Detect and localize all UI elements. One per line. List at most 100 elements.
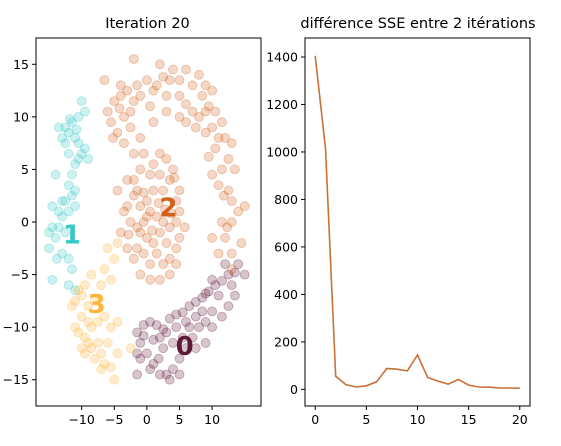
cluster-2-point (145, 206, 156, 217)
cluster-2-point (168, 64, 178, 75)
cluster-2-point (187, 80, 198, 91)
cluster-1-point (47, 201, 58, 212)
cluster-1-point (60, 227, 71, 238)
cluster-0-point (229, 267, 240, 278)
cluster-2-point (166, 208, 177, 219)
cluster-3-point (96, 348, 107, 359)
cluster-3-point (76, 343, 87, 354)
cluster-3-point (102, 337, 113, 348)
cluster-label-0: 0 (176, 332, 194, 362)
cluster-2-point (145, 259, 156, 270)
x-tick-label: 10 (410, 412, 426, 427)
cluster-2-point (122, 201, 133, 212)
cluster-0-point (197, 292, 208, 303)
cluster-1-point (70, 285, 80, 296)
cluster-2-point (181, 64, 191, 75)
cluster-3-point (106, 274, 116, 285)
cluster-2-point (190, 122, 201, 133)
y-tick-label: −15 (3, 372, 29, 387)
cluster-1-point (50, 232, 61, 243)
cluster-2-point (171, 196, 182, 206)
cluster-2-point (223, 153, 234, 164)
cluster-2-point (154, 274, 165, 285)
cluster-0-point (138, 320, 149, 330)
cluster-0-point (181, 343, 191, 354)
y-tick-label: 400 (274, 287, 298, 302)
cluster-3-point (83, 301, 94, 312)
cluster-2-point (148, 85, 159, 96)
cluster-1-point (57, 211, 67, 222)
cluster-3-point (93, 337, 103, 348)
cluster-3-point (106, 322, 116, 333)
cluster-2-point (239, 201, 250, 212)
cluster-3-point (86, 269, 97, 280)
cluster-2-point (207, 169, 218, 180)
cluster-2-point (112, 127, 123, 138)
cluster-2-point (147, 225, 158, 236)
cluster-1-point (63, 206, 74, 217)
cluster-1-point (50, 169, 61, 180)
cluster-0-point (216, 275, 227, 286)
cluster-1-point (44, 227, 54, 238)
y-tick-label: 800 (274, 192, 298, 207)
cluster-2-point (135, 90, 146, 101)
cluster-2-point (171, 217, 182, 227)
y-tick-label: 0 (21, 215, 29, 230)
y-tick-label: 10 (13, 109, 29, 124)
cluster-2-point (99, 75, 110, 85)
cluster-0-point (184, 301, 195, 312)
cluster-0-point (141, 348, 152, 359)
x-tick-label: 5 (362, 412, 370, 427)
cluster-2-point (151, 248, 162, 259)
cluster-0-point (153, 353, 164, 364)
cluster-0-point (164, 313, 175, 324)
cluster-2-point (194, 112, 204, 122)
cluster-0-point (207, 274, 218, 285)
cluster-2-point (194, 69, 204, 80)
cluster-2-point (164, 174, 175, 185)
sse-series-line (314, 55, 520, 389)
cluster-0-point (151, 320, 162, 330)
cluster-0-point (174, 353, 185, 364)
cluster-0-point (207, 322, 218, 333)
cluster-2-point (222, 222, 233, 233)
cluster-1-point (63, 280, 74, 291)
cluster-0-point (200, 337, 211, 348)
sse-x-ticks: 0 5 10 15 20 (311, 406, 528, 427)
cluster-2-point (169, 172, 180, 183)
cluster-2-point (125, 122, 136, 133)
cluster-2-point (218, 190, 229, 201)
cluster-2-point (128, 96, 139, 106)
cluster-1-point (53, 206, 64, 217)
cluster-2-point (223, 185, 234, 196)
cluster-1-point (73, 112, 84, 122)
cluster-2-point (114, 103, 125, 114)
cluster-0-point (132, 369, 143, 380)
cluster-0-point (174, 369, 185, 380)
cluster-2-point (171, 259, 182, 270)
cluster-2-point (207, 232, 218, 243)
scatter-y-ticks: −15 −10 −5 0 5 10 15 (3, 57, 36, 387)
cluster-1-point (70, 159, 80, 170)
cluster-3-point (70, 322, 80, 333)
cluster-2-point (141, 75, 152, 85)
cluster-0-point (158, 343, 169, 354)
cluster-0-point (226, 280, 237, 291)
y-tick-label: −10 (3, 320, 29, 335)
cluster-1-point (70, 185, 80, 196)
cluster-0-point (190, 343, 201, 354)
cluster-2-point (108, 132, 118, 143)
cluster-3-point (109, 253, 120, 264)
cluster-1-point (53, 222, 64, 233)
cluster-2-point (181, 117, 191, 127)
y-tick-label: 1200 (266, 97, 298, 112)
cluster-2-point (174, 112, 185, 122)
y-tick-label: 15 (13, 57, 29, 72)
x-tick-label: −5 (105, 412, 123, 427)
cluster-1-point (60, 196, 71, 206)
cluster-1-point (57, 248, 67, 259)
cluster-0-point (239, 269, 250, 280)
cluster-0-point (171, 309, 182, 320)
y-tick-label: 0 (290, 382, 298, 397)
